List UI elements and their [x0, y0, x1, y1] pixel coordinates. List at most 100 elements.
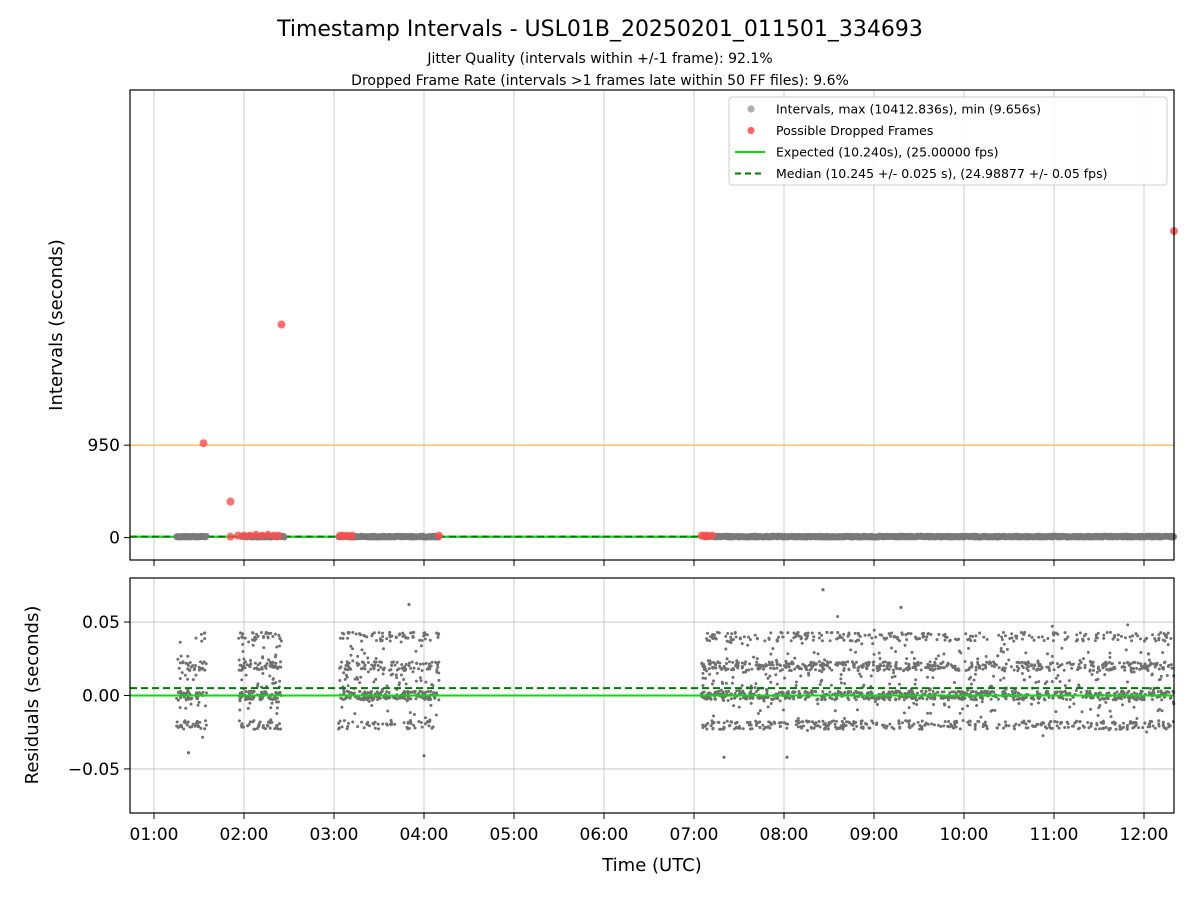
- residual-point: [270, 665, 274, 669]
- residual-point: [907, 722, 911, 726]
- residual-point: [344, 696, 348, 700]
- residual-point: [1136, 661, 1140, 665]
- residual-point: [427, 698, 431, 702]
- residual-point: [953, 723, 957, 727]
- residual-point: [1004, 634, 1008, 638]
- residual-point: [793, 667, 797, 671]
- top-panel: 0 950 Intervals (seconds) Intervals, max …: [46, 89, 1178, 566]
- residual-point: [763, 665, 767, 669]
- residual-point: [406, 698, 410, 702]
- residual-point: [945, 664, 949, 668]
- residual-point: [1067, 679, 1071, 683]
- residual-point: [973, 672, 977, 676]
- residual-point: [427, 724, 431, 728]
- residual-point: [978, 631, 982, 635]
- residual-point: [936, 664, 940, 668]
- residual-point: [1113, 722, 1117, 726]
- top-points: [173, 227, 1178, 541]
- residual-point: [782, 708, 786, 712]
- residual-point: [833, 692, 837, 696]
- legend-box: [728, 96, 1168, 186]
- residual-point: [1046, 665, 1050, 669]
- residual-point: [385, 684, 389, 688]
- residual-point: [826, 727, 830, 731]
- residual-point: [1151, 691, 1155, 695]
- residual-point: [359, 697, 363, 701]
- residual-point: [175, 696, 179, 700]
- residual-point: [204, 719, 208, 723]
- residual-point: [178, 640, 182, 644]
- residual-point: [408, 718, 412, 722]
- residual-point: [701, 676, 705, 680]
- residual-point: [768, 663, 772, 667]
- residual-point: [400, 663, 404, 667]
- residual-point: [997, 723, 1001, 727]
- residual-point: [191, 722, 195, 726]
- residual-point: [1024, 722, 1028, 726]
- residual-point: [184, 706, 188, 710]
- residual-point: [930, 722, 934, 726]
- residual-point: [957, 690, 961, 694]
- residual-point: [1046, 689, 1050, 693]
- residual-point: [942, 652, 946, 656]
- residual-point: [744, 660, 748, 664]
- residual-point: [1120, 703, 1124, 707]
- residual-point: [907, 725, 911, 729]
- residual-point: [900, 721, 904, 725]
- residual-outlier: [785, 755, 789, 759]
- residual-point: [338, 679, 342, 683]
- residual-point: [977, 720, 981, 724]
- residual-point: [372, 665, 376, 669]
- residual-point: [757, 667, 761, 671]
- residual-point: [189, 665, 193, 669]
- residual-point: [954, 725, 958, 729]
- residual-point: [204, 691, 208, 695]
- residual-point: [275, 666, 279, 670]
- residual-point: [1023, 630, 1027, 634]
- residual-point: [1096, 665, 1100, 669]
- residual-point: [437, 678, 441, 682]
- residual-point: [1124, 648, 1128, 652]
- residual-point: [714, 663, 718, 667]
- residual-point: [703, 676, 707, 680]
- residual-point: [357, 695, 361, 699]
- residual-point: [840, 719, 844, 723]
- residual-point: [428, 667, 432, 671]
- residual-point: [1026, 668, 1030, 672]
- residual-point: [355, 676, 359, 680]
- residual-point: [814, 668, 818, 672]
- residual-point: [882, 725, 886, 729]
- residual-point: [894, 698, 898, 702]
- residual-point: [929, 632, 933, 636]
- residual-point: [828, 639, 832, 643]
- residual-point: [1098, 698, 1102, 702]
- residual-point: [178, 677, 182, 681]
- residual-point: [358, 681, 362, 685]
- residual-point: [937, 632, 941, 636]
- residual-point: [188, 661, 192, 665]
- residual-point: [871, 721, 875, 725]
- residual-point: [854, 650, 858, 654]
- residual-point: [1070, 666, 1074, 670]
- residual-point: [275, 724, 279, 728]
- residual-point: [727, 660, 731, 664]
- residual-point: [388, 639, 392, 643]
- residual-point: [1004, 662, 1008, 666]
- residual-point: [1047, 695, 1051, 699]
- residual-point: [367, 724, 371, 728]
- residual-point: [778, 724, 782, 728]
- residual-point: [1002, 676, 1006, 680]
- residual-point: [771, 663, 775, 667]
- residual-point: [1060, 646, 1064, 650]
- residual-point: [435, 691, 439, 695]
- residual-point: [775, 662, 779, 666]
- residual-point: [429, 689, 433, 693]
- residual-point: [773, 721, 777, 725]
- residual-point: [345, 727, 349, 731]
- residual-point: [912, 701, 916, 705]
- residual-point: [1030, 663, 1034, 667]
- residual-point: [1113, 692, 1117, 696]
- residual-point: [828, 660, 832, 664]
- residual-point: [1008, 637, 1012, 641]
- residual-point: [957, 637, 961, 641]
